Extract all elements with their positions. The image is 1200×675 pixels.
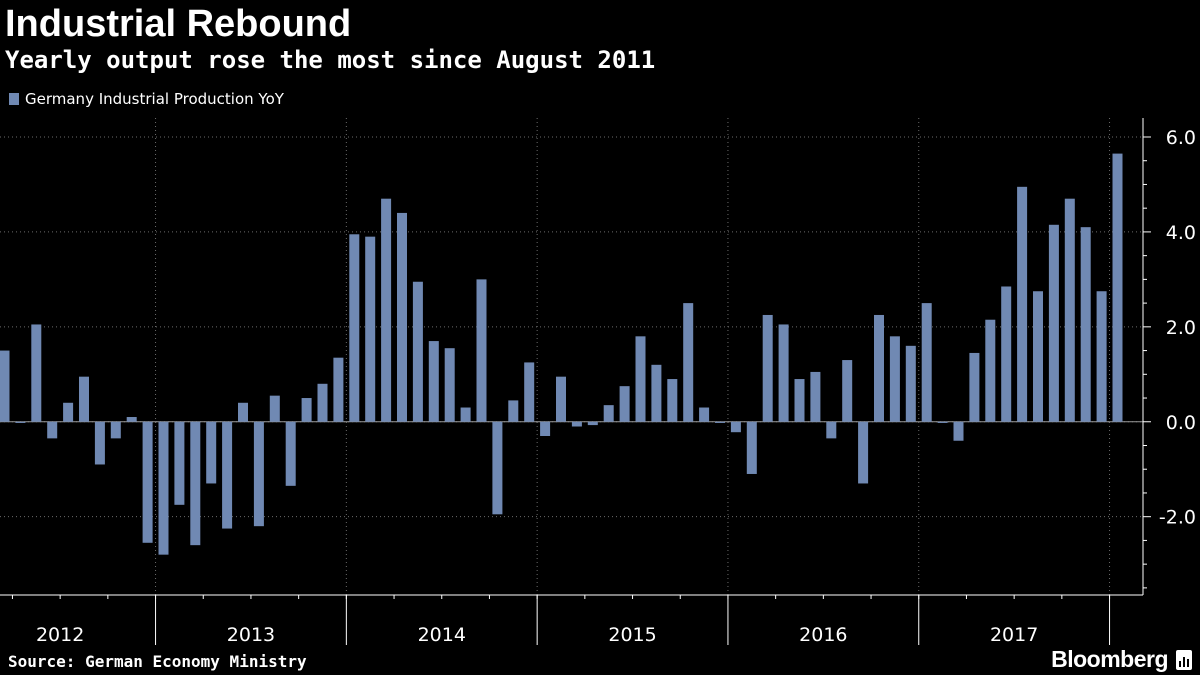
chart-subtitle: Yearly output rose the most since August… bbox=[5, 46, 656, 74]
bar bbox=[858, 421, 869, 484]
bar bbox=[715, 421, 725, 423]
bar bbox=[301, 398, 312, 422]
bar bbox=[397, 212, 407, 422]
bar bbox=[889, 336, 900, 422]
bar bbox=[381, 198, 392, 422]
bar bbox=[556, 376, 566, 422]
bar bbox=[905, 345, 916, 422]
chart-legend: Germany Industrial Production YoY bbox=[9, 90, 284, 108]
x-tick-label: 2012 bbox=[36, 624, 84, 646]
bar bbox=[683, 303, 694, 422]
x-tick-label: 2015 bbox=[608, 624, 656, 646]
bar bbox=[460, 407, 471, 422]
bar bbox=[158, 421, 169, 555]
bar bbox=[31, 324, 42, 422]
legend-swatch bbox=[9, 93, 19, 105]
y-tick-label: 2.0 bbox=[1166, 317, 1196, 339]
bar bbox=[826, 421, 837, 439]
bar bbox=[810, 371, 821, 422]
bar bbox=[762, 314, 773, 422]
bar bbox=[937, 421, 948, 423]
bar bbox=[651, 364, 662, 422]
bar bbox=[492, 421, 503, 515]
y-tick-label: 0.0 bbox=[1166, 412, 1196, 434]
bar bbox=[253, 421, 264, 527]
bar bbox=[0, 350, 10, 422]
bar bbox=[969, 352, 980, 422]
legend-label: Germany Industrial Production YoY bbox=[25, 90, 284, 108]
bar bbox=[333, 357, 344, 422]
bar bbox=[476, 279, 487, 422]
bar bbox=[571, 421, 582, 427]
bar bbox=[269, 395, 280, 422]
bar bbox=[874, 314, 884, 422]
bar bbox=[635, 336, 646, 422]
bar bbox=[317, 383, 328, 422]
bar bbox=[365, 236, 376, 422]
bar bbox=[238, 402, 248, 422]
bar bbox=[142, 421, 153, 543]
bar bbox=[428, 341, 439, 422]
bar bbox=[1001, 286, 1012, 422]
bar bbox=[603, 405, 614, 422]
bar bbox=[349, 234, 360, 422]
bar bbox=[794, 379, 805, 422]
bar bbox=[206, 421, 217, 484]
bar bbox=[1048, 224, 1059, 422]
y-tick-label: 4.0 bbox=[1166, 222, 1196, 244]
bar bbox=[1017, 186, 1028, 422]
bar bbox=[730, 421, 741, 433]
bar bbox=[126, 417, 137, 422]
bar bbox=[921, 303, 932, 422]
bar bbox=[985, 319, 996, 422]
bar bbox=[110, 421, 121, 439]
bar bbox=[540, 421, 551, 436]
bar bbox=[524, 362, 535, 422]
bar bbox=[15, 421, 26, 423]
bar bbox=[1033, 291, 1043, 422]
bar bbox=[174, 421, 185, 505]
bloomberg-terminal-icon bbox=[1176, 650, 1192, 670]
bar bbox=[746, 421, 757, 474]
bar bbox=[953, 421, 964, 441]
x-tick-label: 2017 bbox=[990, 624, 1038, 646]
bar bbox=[619, 386, 630, 422]
bar bbox=[1080, 227, 1091, 422]
bar bbox=[94, 421, 105, 465]
bar bbox=[778, 324, 789, 422]
bloomberg-logo: Bloomberg bbox=[1051, 646, 1168, 672]
x-tick-label: 2013 bbox=[227, 624, 275, 646]
bar bbox=[1064, 198, 1075, 422]
bar bbox=[444, 348, 455, 422]
bar bbox=[190, 421, 201, 546]
bar bbox=[667, 379, 678, 422]
bar bbox=[1096, 291, 1107, 422]
bar bbox=[699, 407, 710, 422]
bar bbox=[587, 421, 598, 426]
chart-title: Industrial Rebound bbox=[5, 3, 352, 45]
y-tick-label: -2.0 bbox=[1159, 507, 1196, 529]
bar bbox=[1112, 153, 1123, 422]
bar bbox=[412, 281, 423, 422]
bar bbox=[285, 421, 296, 486]
bar bbox=[508, 400, 519, 422]
x-tick-label: 2016 bbox=[799, 624, 847, 646]
bar bbox=[842, 360, 853, 422]
x-tick-label: 2014 bbox=[418, 624, 466, 646]
source-note: Source: German Economy Ministry bbox=[8, 652, 307, 671]
bar bbox=[47, 421, 58, 439]
y-tick-label: 6.0 bbox=[1166, 127, 1196, 149]
bar bbox=[222, 421, 233, 529]
bar bbox=[63, 402, 74, 422]
bar bbox=[79, 376, 89, 422]
